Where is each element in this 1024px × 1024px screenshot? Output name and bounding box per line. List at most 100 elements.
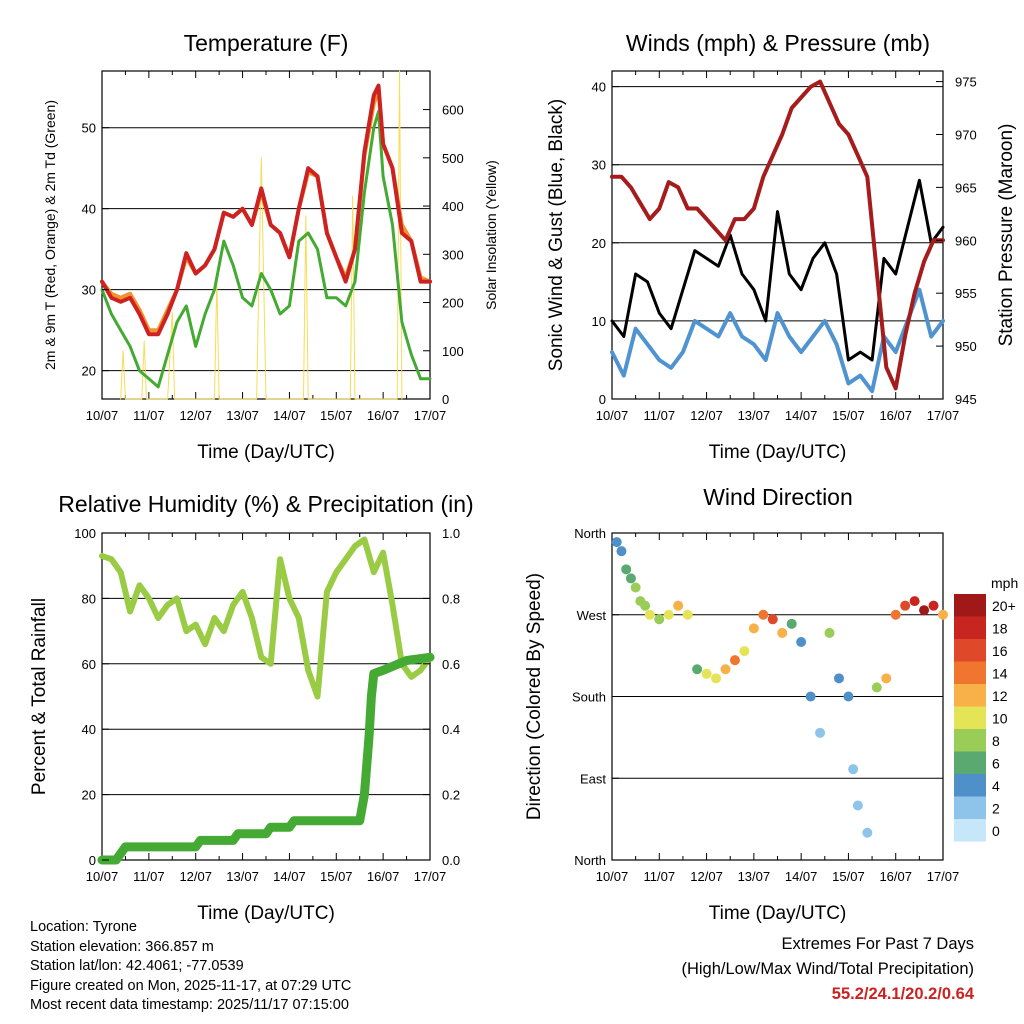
y2-tick-label-0: 100	[442, 344, 464, 359]
legend-label: 6	[992, 756, 1000, 772]
direction-point	[815, 727, 826, 738]
direction-point	[701, 668, 712, 679]
y-tick-label-1: 10	[592, 314, 606, 329]
x-tick-label-0: 12/07	[179, 408, 212, 423]
y2-tick-label-0: 0	[442, 392, 449, 407]
direction-point	[928, 600, 939, 611]
legend-label: 20+	[992, 598, 1016, 614]
direction-point	[711, 673, 722, 684]
direction-point	[748, 623, 759, 634]
station-elevation: Station elevation: 366.857 m	[30, 938, 214, 955]
direction-point	[654, 614, 665, 625]
direction-point	[729, 655, 740, 666]
direction-point	[900, 600, 911, 611]
y2-tick-label-0: 500	[442, 151, 464, 166]
series-line-station-pressure	[610, 79, 945, 391]
legend-swatch	[954, 706, 986, 729]
y2-tick-label-1: 950	[955, 339, 977, 354]
direction-point	[758, 609, 769, 620]
series-line-relative-humidity	[99, 536, 433, 700]
x-tick-label-2: 14/07	[273, 869, 306, 884]
direction-point	[692, 664, 703, 675]
y2-tick-label-0: 300	[442, 247, 464, 262]
legend-swatch	[954, 774, 986, 797]
y-tick-label-3: West	[577, 608, 607, 623]
x-tick-label-1: 15/07	[832, 408, 865, 423]
y-tick-label-1: 0	[599, 392, 606, 407]
y2-tick-label-1: 970	[955, 127, 977, 142]
x-tick-label-3: 15/07	[832, 869, 865, 884]
y-tick-label-2: 100	[74, 526, 96, 541]
direction-point	[890, 609, 901, 620]
direction-point	[871, 682, 882, 693]
station-location: Location: Tyrone	[30, 919, 137, 935]
legend-unit: mph	[991, 575, 1018, 591]
legend-label: 2	[992, 801, 1000, 817]
x-tick-label-2: 10/07	[86, 869, 119, 884]
direction-point	[767, 614, 778, 625]
series-line-2m-t	[100, 83, 432, 337]
axes-frame-2	[101, 532, 431, 861]
legend-label: 4	[992, 778, 1000, 794]
x-tick-label-3: 17/07	[927, 869, 960, 884]
direction-point	[630, 582, 641, 593]
legend-label: 10	[992, 711, 1008, 727]
direction-point	[644, 609, 655, 620]
y2-tick-label-1: 960	[955, 233, 977, 248]
direction-point	[909, 596, 920, 607]
y-tick-label-2: 80	[82, 591, 96, 606]
y2-tick-label-1: 975	[955, 75, 977, 90]
direction-point	[833, 673, 844, 684]
x-tick-label-3: 12/07	[690, 869, 723, 884]
y-tick-label-3: North	[574, 526, 606, 541]
x-axis-label-1: Time (Day/UTC)	[709, 442, 847, 463]
direction-point	[640, 600, 651, 611]
x-axis-label-3: Time (Day/UTC)	[709, 903, 847, 924]
x-tick-label-1: 12/07	[690, 408, 723, 423]
x-tick-label-2: 11/07	[133, 869, 165, 884]
legend-label: 18	[992, 621, 1008, 637]
series-line-gust	[610, 178, 945, 362]
direction-point	[881, 673, 892, 684]
legend-label: 12	[992, 688, 1008, 704]
y2-tick-label-2: 0.8	[442, 591, 460, 606]
direction-point	[682, 609, 693, 620]
x-tick-label-3: 16/07	[879, 869, 912, 884]
y2-tick-label-1: 955	[955, 286, 977, 301]
x-tick-label-1: 11/07	[643, 408, 675, 423]
y2-tick-label-2: 0.4	[442, 722, 460, 737]
y-tick-label-1: 30	[592, 158, 606, 173]
x-tick-label-1: 14/07	[785, 408, 818, 423]
legend-swatch	[954, 661, 986, 684]
y2-tick-label-1: 945	[955, 392, 977, 407]
y-tick-label-0: 40	[82, 202, 96, 217]
y-axis-label-0: 2m & 9m T (Red, Orange) & 2m Td (Green)	[42, 100, 58, 370]
y2-tick-label-2: 1.0	[442, 526, 460, 541]
x-tick-label-0: 10/07	[86, 408, 119, 423]
y-tick-label-3: North	[574, 853, 606, 868]
chart-title-2: Relative Humidity (%) & Precipitation (i…	[58, 491, 473, 517]
y2-axis-label-0: Solar Insolation (Yellow)	[483, 160, 499, 310]
legend-label: 8	[992, 733, 1000, 749]
extremes-box: Extremes For Past 7 Days (High/Low/Max W…	[681, 932, 974, 1007]
x-axis-label-0: Time (Day/UTC)	[197, 442, 335, 463]
x-axis-label-2: Time (Day/UTC)	[197, 903, 335, 924]
direction-point	[796, 637, 807, 647]
direction-point	[621, 564, 632, 575]
extremes-subtitle: (High/Low/Max Wind/Total Precipitation)	[681, 960, 974, 978]
y-tick-label-2: 20	[82, 788, 96, 803]
y2-tick-label-1: 965	[955, 180, 977, 195]
legend-swatch	[954, 639, 986, 662]
direction-point	[625, 573, 636, 584]
x-tick-label-2: 16/07	[367, 869, 400, 884]
legend-label: 16	[992, 643, 1008, 659]
direction-point	[848, 764, 859, 775]
direction-point	[673, 600, 684, 611]
y2-tick-label-2: 0.0	[442, 853, 460, 868]
x-tick-label-0: 16/07	[367, 408, 400, 423]
station-latlon: Station lat/lon: 42.4061; -77.0539	[30, 958, 244, 974]
x-tick-label-0: 17/07	[414, 408, 447, 423]
y2-tick-label-0: 400	[442, 199, 464, 214]
legend-swatch	[954, 729, 986, 752]
